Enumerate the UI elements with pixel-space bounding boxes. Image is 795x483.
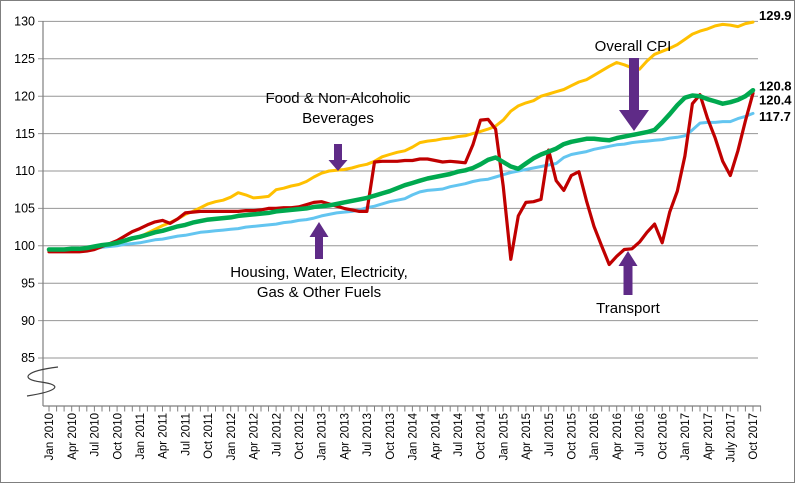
y-axis-break-icon xyxy=(26,366,59,397)
y-axis-label-130: 130 xyxy=(14,15,35,29)
x-axis-label-jul-2016: Jul 2016 xyxy=(635,413,647,456)
y-axis-label-110: 110 xyxy=(15,164,35,178)
y-axis-label-90: 90 xyxy=(21,314,35,328)
x-axis-label-apr-2013: Apr 2013 xyxy=(339,413,351,460)
x-axis-label-apr-2016: Apr 2016 xyxy=(612,413,624,460)
annotation-transport: Transport xyxy=(553,299,703,319)
x-axis-label-oct-2013: Oct 2013 xyxy=(385,413,397,460)
x-axis-label-jan-2014: Jan 2014 xyxy=(408,412,420,460)
x-axis-label-july-2017: July 2017 xyxy=(726,413,738,462)
x-axis-label-apr-2015: Apr 2015 xyxy=(521,413,533,460)
x-axis-label-oct-2012: Oct 2012 xyxy=(294,413,306,460)
annotation-housing: Housing, Water, Electricity, Gas & Other… xyxy=(169,263,469,303)
x-axis-label-apr-2017: Apr 2017 xyxy=(703,413,715,460)
x-axis-label-oct-2015: Oct 2015 xyxy=(567,413,579,460)
overall-cpi-arrow-icon xyxy=(619,58,649,131)
y-axis-label-100: 100 xyxy=(14,239,35,253)
x-axis-label-jan-2012: Jan 2012 xyxy=(226,413,238,460)
x-axis-label-apr-2010: Apr 2010 xyxy=(67,413,79,460)
y-axis-label-125: 125 xyxy=(14,52,35,66)
transport-arrow-icon xyxy=(618,251,638,295)
x-axis-label-jul-2012: Jul 2012 xyxy=(271,413,283,456)
food-arrow-icon xyxy=(328,144,348,171)
series-line-transport xyxy=(47,91,755,267)
x-axis-label-jan-2016: Jan 2016 xyxy=(589,413,601,460)
x-axis-label-oct-2017: Oct 2017 xyxy=(748,413,760,460)
x-axis-label-jul-2010: Jul 2010 xyxy=(90,413,102,456)
end-value-label-food-non-alcoholic-beverages: 129.9 xyxy=(759,8,792,23)
annotation-housing-text-line2: Gas & Other Fuels xyxy=(256,284,382,301)
y-axis-label-85: 85 xyxy=(21,351,35,365)
x-axis-label-oct-2010: Oct 2010 xyxy=(112,413,124,460)
y-axis-label-95: 95 xyxy=(21,276,35,290)
x-axis-label-apr-2012: Apr 2012 xyxy=(249,413,261,460)
x-axis-label-jan-2017: Jan 2017 xyxy=(680,413,692,460)
annotation-transport-text: Transport xyxy=(596,300,660,317)
x-axis-label-jul-2013: Jul 2013 xyxy=(362,413,374,456)
end-value-label-housing-water-electricity-gas-other-fuels: 117.7 xyxy=(759,109,791,124)
x-axis-label-jan-2010: Jan 2010 xyxy=(44,413,56,460)
x-axis-label-jan-2013: Jan 2013 xyxy=(317,413,329,460)
annotation-food-text-line1: Food & Non-Alcoholic xyxy=(265,90,411,107)
end-value-label-transport: 120.4 xyxy=(759,92,792,107)
annotation-food: Food & Non-Alcoholic Beverages xyxy=(213,89,463,129)
x-axis-label-oct-2011: Oct 2011 xyxy=(203,413,215,459)
y-axis-label-115: 115 xyxy=(15,127,35,141)
x-axis-label-jan-2015: Jan 2015 xyxy=(498,413,510,460)
housing-arrow-icon xyxy=(309,222,329,259)
annotation-housing-text-line1: Housing, Water, Electricity, xyxy=(230,264,408,281)
y-axis-label-120: 120 xyxy=(14,89,35,103)
x-axis-label-jan-2011: Jan 2011 xyxy=(135,413,147,459)
annotation-food-text-line2: Beverages xyxy=(302,110,374,127)
y-axis-label-105: 105 xyxy=(14,202,35,216)
annotation-overall-cpi: Overall CPI xyxy=(533,37,733,57)
series-line-housing-water-electricity-gas-other-fuels xyxy=(47,111,755,253)
x-axis-label-apr-2011: Apr 2011 xyxy=(158,413,170,459)
series-line-overall-cpi xyxy=(46,87,756,252)
x-axis-label-jul-2011: Jul 2011 xyxy=(181,413,193,456)
x-axis-label-jul-2014: Jul 2014 xyxy=(453,412,465,456)
end-value-label-overall-cpi: 120.8 xyxy=(759,79,792,94)
x-axis-label-oct-2014: Oct 2014 xyxy=(476,412,488,459)
x-axis-label-jul-2015: Jul 2015 xyxy=(544,413,556,456)
x-axis-label-oct-2016: Oct 2016 xyxy=(657,413,669,460)
x-axis-label-apr-2014: Apr 2014 xyxy=(430,412,442,459)
annotation-overall-cpi-text: Overall CPI xyxy=(594,38,672,55)
